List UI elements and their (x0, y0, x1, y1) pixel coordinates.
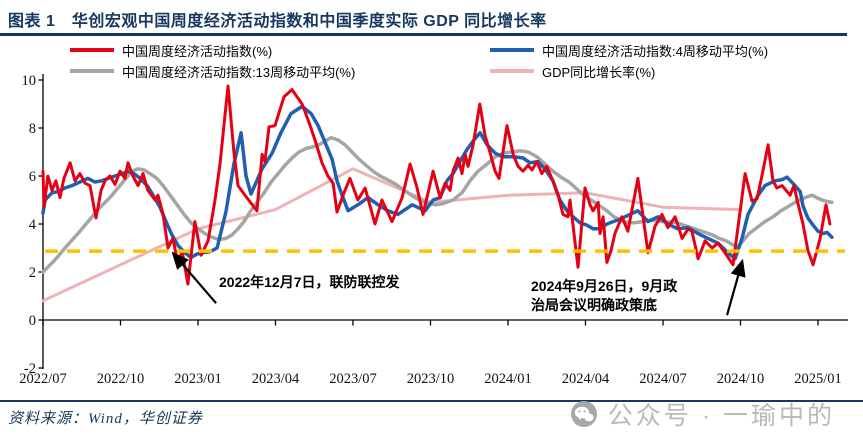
x-tick-label: 2022/07 (19, 371, 67, 387)
legend-swatch-gray (70, 69, 114, 73)
data-source: 资料来源：Wind，华创证券 (8, 411, 203, 427)
x-tick-label: 2023/10 (407, 371, 455, 387)
legend-label: GDP同比增长率(%) (542, 64, 656, 80)
annotation-sep-2024: 2024年9月26日，9月政 治局会议明确政策底 (531, 277, 677, 315)
title-divider (0, 33, 847, 36)
x-tick-label: 2023/01 (174, 371, 222, 387)
watermark-text: 公众号 · 一瑜中的 (607, 402, 835, 430)
figure-title: 图表 1 华创宏观中国周度经济活动指数和中国季度实际 GDP 同比增长率 (8, 13, 547, 30)
watermark: 公众号 · 一瑜中的 (570, 396, 835, 432)
legend-swatch-red (70, 48, 114, 52)
y-tick-label: -2 (24, 361, 36, 377)
legend-label: 中国周度经济活动指数(%) (122, 43, 273, 59)
annotation-text-line1: 2024年9月26日，9月政 (531, 278, 678, 294)
wechat-icon (570, 401, 597, 427)
x-tick-label: 2024/07 (639, 371, 687, 387)
y-tick-label: 2 (29, 265, 36, 281)
annotation-arrow-1 (171, 251, 217, 304)
x-tick-label: 2025/01 (794, 371, 842, 387)
y-tick-label: 6 (29, 169, 36, 185)
annotation-dec-2022: 2022年12月7日，联防联控发 (219, 273, 400, 292)
annotation-text-line2: 治局会议明确政策底 (531, 297, 657, 313)
legend-swatch-pink (490, 69, 534, 73)
legend-item-13wk-ma: 中国周度经济活动指数:13周移动平均(%) (70, 63, 356, 80)
y-tick-label: 0 (29, 313, 36, 329)
legend-item-gdp: GDP同比增长率(%) (490, 63, 656, 80)
y-tick-label: 8 (29, 121, 36, 137)
x-tick-label: 2022/10 (97, 371, 145, 387)
x-tick-label: 2024/04 (562, 371, 610, 387)
series-line-gray (41, 135, 834, 274)
legend-swatch-blue (490, 48, 534, 52)
legend-label: 中国周度经济活动指数:13周移动平均(%) (122, 64, 356, 80)
x-tick-label: 2023/04 (252, 371, 300, 387)
x-tick-label: 2023/07 (329, 371, 377, 387)
y-tick-label: 4 (29, 217, 37, 233)
y-tick-label: 10 (22, 73, 37, 89)
series-line-red (41, 84, 832, 286)
x-tick-label: 2024/10 (717, 371, 765, 387)
footer-divider (0, 400, 863, 402)
annotation-arrow-2 (725, 258, 746, 316)
legend-label: 中国周度经济活动指数:4周移动平均(%) (542, 43, 769, 59)
legend-item-weekly-index: 中国周度经济活动指数(%) (70, 42, 273, 59)
annotation-text: 2022年12月7日，联防联控发 (219, 274, 400, 290)
legend-item-4wk-ma: 中国周度经济活动指数:4周移动平均(%) (490, 42, 769, 59)
x-tick-label: 2024/01 (484, 371, 532, 387)
